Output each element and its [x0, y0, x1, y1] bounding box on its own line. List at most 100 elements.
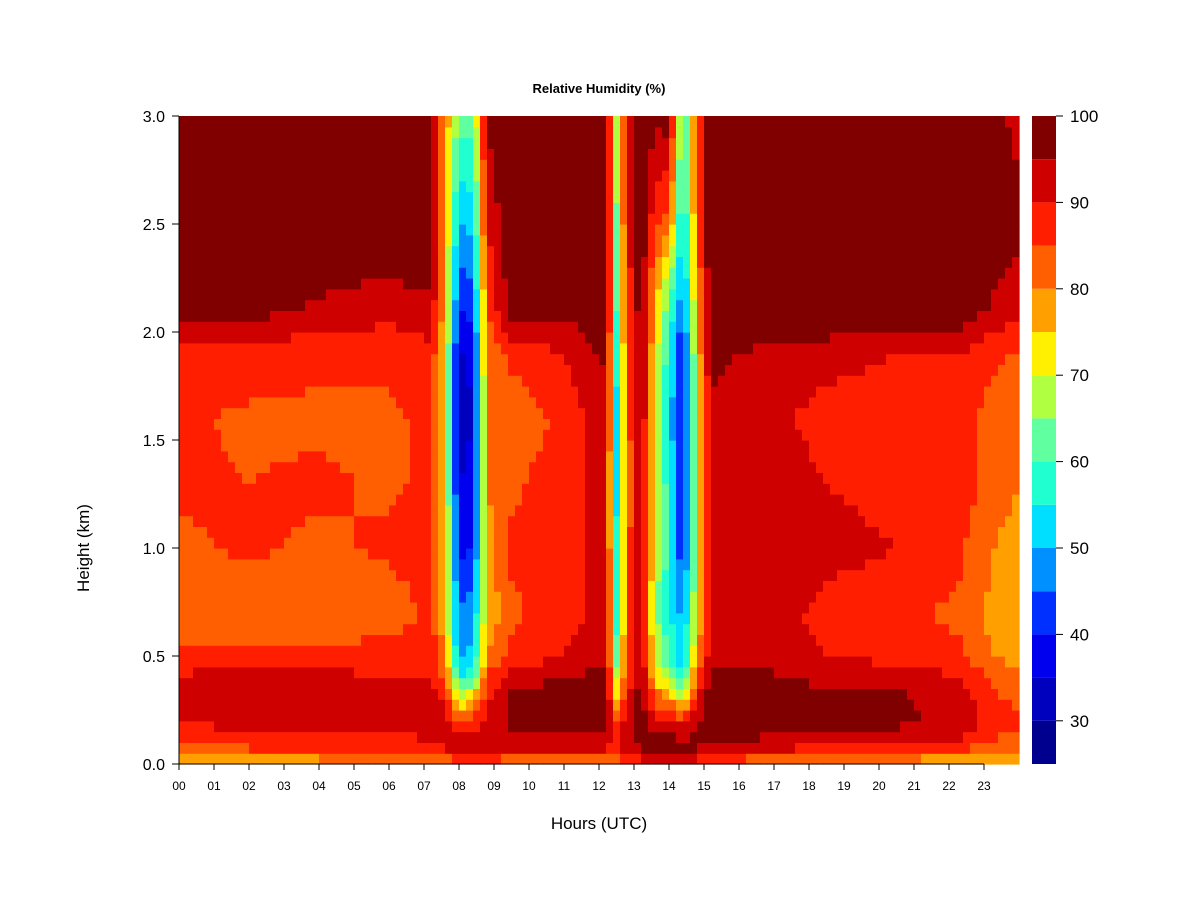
heatmap-cell [361, 332, 369, 344]
heatmap-cell [564, 245, 572, 257]
heatmap-cell [410, 742, 418, 754]
heatmap-cell [354, 202, 362, 214]
heatmap-cell [529, 137, 537, 149]
heatmap-cell [585, 245, 593, 257]
heatmap-cell [298, 342, 306, 355]
heatmap-cell [711, 342, 719, 355]
heatmap-cell [466, 558, 474, 571]
heatmap-cell [739, 731, 747, 743]
heatmap-cell [375, 753, 383, 765]
heatmap-cell [739, 375, 747, 387]
heatmap-cell [557, 191, 565, 203]
heatmap-cell [347, 537, 355, 549]
heatmap-cell [242, 666, 250, 679]
heatmap-cell [732, 224, 740, 236]
heatmap-cell [431, 191, 439, 203]
heatmap-cell [543, 245, 551, 257]
heatmap-cell [179, 148, 187, 160]
heatmap-cell [592, 612, 600, 625]
heatmap-cell [333, 537, 341, 549]
heatmap-cell [571, 580, 579, 592]
heatmap-cell [221, 396, 229, 409]
heatmap-cell [361, 116, 369, 128]
heatmap-cell [732, 342, 740, 355]
heatmap-cell [669, 591, 677, 603]
heatmap-cell [543, 137, 551, 149]
heatmap-cell [340, 245, 348, 257]
heatmap-cell [704, 494, 712, 506]
heatmap-cell [326, 224, 334, 236]
heatmap-cell [606, 429, 614, 441]
heatmap-cell [732, 656, 740, 668]
heatmap-cell [634, 396, 642, 409]
heatmap-cell [536, 483, 544, 495]
heatmap-cell [543, 256, 551, 268]
heatmap-cell [389, 623, 397, 635]
heatmap-cell [655, 342, 663, 355]
heatmap-cell [508, 299, 516, 311]
heatmap-cell [557, 440, 565, 452]
heatmap-cell [480, 202, 488, 214]
heatmap-cell [536, 656, 544, 668]
heatmap-cell [571, 710, 579, 722]
heatmap-cell [494, 310, 502, 322]
heatmap-cell [690, 278, 698, 290]
heatmap-cell [578, 742, 586, 754]
heatmap-cell [564, 278, 572, 290]
heatmap-cell [711, 580, 719, 592]
heatmap-cell [361, 753, 369, 765]
heatmap-cell [466, 245, 474, 257]
heatmap-cell [396, 612, 404, 625]
heatmap-cell [746, 504, 754, 517]
heatmap-cell [718, 202, 726, 214]
heatmap-cell [522, 645, 530, 657]
heatmap-cell [305, 321, 313, 333]
heatmap-cell [368, 137, 376, 149]
heatmap-cell [585, 753, 593, 765]
heatmap-cell [669, 623, 677, 635]
heatmap-cell [676, 396, 684, 409]
heatmap-cell [641, 731, 649, 743]
heatmap-cell [242, 731, 250, 743]
heatmap-cell [536, 753, 544, 765]
heatmap-cell [312, 612, 320, 625]
heatmap-cell [305, 396, 313, 409]
heatmap-cell [557, 710, 565, 722]
heatmap-cell [207, 548, 215, 560]
heatmap-cell [298, 504, 306, 517]
heatmap-cell [620, 213, 628, 225]
heatmap-cell [424, 677, 432, 689]
heatmap-cell [375, 321, 383, 333]
heatmap-cell [354, 731, 362, 743]
heatmap-cell [333, 526, 341, 538]
heatmap-cell [592, 645, 600, 657]
heatmap-cell [256, 440, 264, 452]
heatmap-cell [487, 159, 495, 171]
heatmap-cell [347, 116, 355, 128]
heatmap-cell [326, 602, 334, 614]
heatmap-cell [697, 450, 705, 463]
heatmap-cell [620, 159, 628, 171]
heatmap-cell [382, 288, 390, 301]
heatmap-cell [270, 483, 278, 495]
heatmap-cell [354, 234, 362, 247]
heatmap-cell [403, 353, 411, 365]
heatmap-cell [417, 753, 425, 765]
heatmap-cell [305, 656, 313, 668]
heatmap-cell [515, 429, 523, 441]
heatmap-cell [186, 234, 194, 247]
heatmap-cell [256, 137, 264, 149]
heatmap-cell [466, 116, 474, 128]
heatmap-cell [389, 342, 397, 355]
heatmap-cell [718, 602, 726, 614]
heatmap-cell [487, 753, 495, 765]
heatmap-cell [508, 321, 516, 333]
heatmap-cell [487, 450, 495, 463]
heatmap-cell [319, 310, 327, 322]
heatmap-cell [382, 569, 390, 581]
heatmap-cell [473, 202, 481, 214]
heatmap-cell [319, 537, 327, 549]
heatmap-cell [410, 558, 418, 571]
heatmap-cell [739, 353, 747, 365]
heatmap-cell [193, 483, 201, 495]
